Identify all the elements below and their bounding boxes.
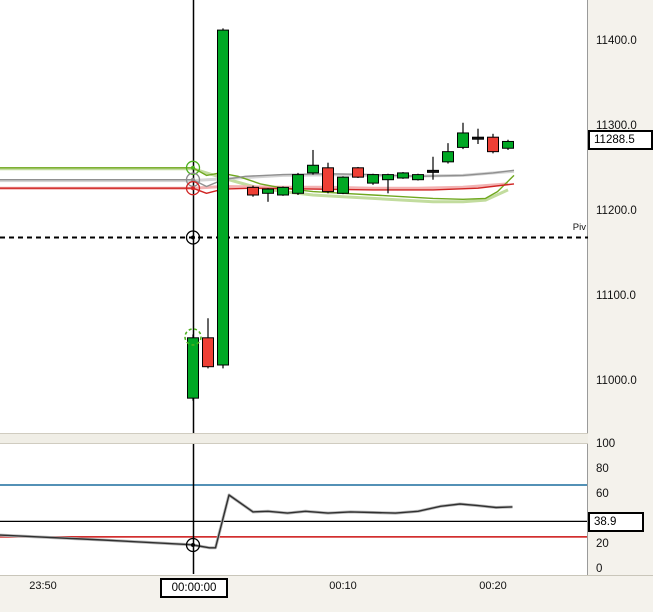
plot-anchor-marker-icon <box>185 230 201 245</box>
plot-anchor-marker-icon <box>185 181 201 196</box>
candle-00:17[interactable] <box>442 143 454 164</box>
time-tick-label: 00:10 <box>329 580 357 592</box>
candle-00:20[interactable] <box>487 133 499 154</box>
candle-00:04[interactable] <box>247 185 259 197</box>
candle-00:01[interactable] <box>202 318 214 369</box>
candle-00:19[interactable] <box>472 128 484 144</box>
candle-00:08[interactable] <box>307 149 319 175</box>
entry-marker-icon <box>184 328 202 346</box>
oscillator-panel[interactable] <box>0 444 588 575</box>
candle-00:07[interactable] <box>292 172 304 195</box>
candle-00:06[interactable] <box>277 186 289 196</box>
candle-00:05[interactable] <box>262 188 274 202</box>
plot-anchor-marker-icon <box>185 537 201 553</box>
time-tick-label: 23:50 <box>29 580 57 592</box>
session-start-time-box: 00:00:00 <box>160 578 228 598</box>
price-tick-label: 11000.0 <box>596 375 637 387</box>
last-price-value: 11288.5 <box>594 134 635 146</box>
candle-00:11[interactable] <box>352 166 364 178</box>
price-chart-panel[interactable]: Piv <box>0 0 588 433</box>
candle-00:16[interactable] <box>427 156 439 180</box>
candle-00:14[interactable] <box>397 172 409 179</box>
price-chart-canvas[interactable] <box>0 0 588 433</box>
price-tick-label: 11300.0 <box>596 120 637 132</box>
oscillator-tick-label: 60 <box>596 488 609 500</box>
candle-00:15[interactable] <box>412 173 424 181</box>
plot-anchor-marker-icon <box>185 160 201 175</box>
price-tick-label: 11100.0 <box>596 290 636 302</box>
session-start-time: 00:00:00 <box>171 582 217 594</box>
price-tick-label: 11200.0 <box>596 205 637 217</box>
oscillator-tick-label: 0 <box>596 563 603 575</box>
candle-00:21[interactable] <box>502 139 514 150</box>
time-axis[interactable]: 23:50 00:10 00:20 00:00:00 <box>0 575 653 612</box>
candle-00:10[interactable] <box>337 176 349 195</box>
candle-00:18[interactable] <box>457 122 469 150</box>
time-tick-label: 00:20 <box>479 580 507 592</box>
last-price-box: 11288.5 <box>588 130 653 150</box>
price-axis[interactable]: 11400.0 11300.0 11200.0 11100.0 11000.0 100 8… <box>588 0 653 575</box>
oscillator-tick-label: 20 <box>596 538 609 550</box>
oscillator-tick-label: 100 <box>596 438 616 450</box>
candle-00:02[interactable] <box>217 28 229 369</box>
panel-splitter[interactable] <box>0 433 588 444</box>
envelope-band-green[interactable] <box>0 167 509 204</box>
candle-00:09[interactable] <box>322 162 334 194</box>
pivot-label: Piv <box>572 222 586 233</box>
oscillator-canvas[interactable] <box>0 444 587 574</box>
candle-00:13[interactable] <box>382 173 394 194</box>
oscillator-line[interactable] <box>0 494 513 549</box>
moving-average-gray[interactable] <box>0 169 515 188</box>
oscillator-value-box: 38.9 <box>588 512 644 532</box>
candle-00:12[interactable] <box>367 173 379 185</box>
price-tick-label: 11400.0 <box>596 35 637 47</box>
oscillator-value: 38.9 <box>594 516 617 528</box>
oscillator-tick-label: 80 <box>596 463 609 475</box>
